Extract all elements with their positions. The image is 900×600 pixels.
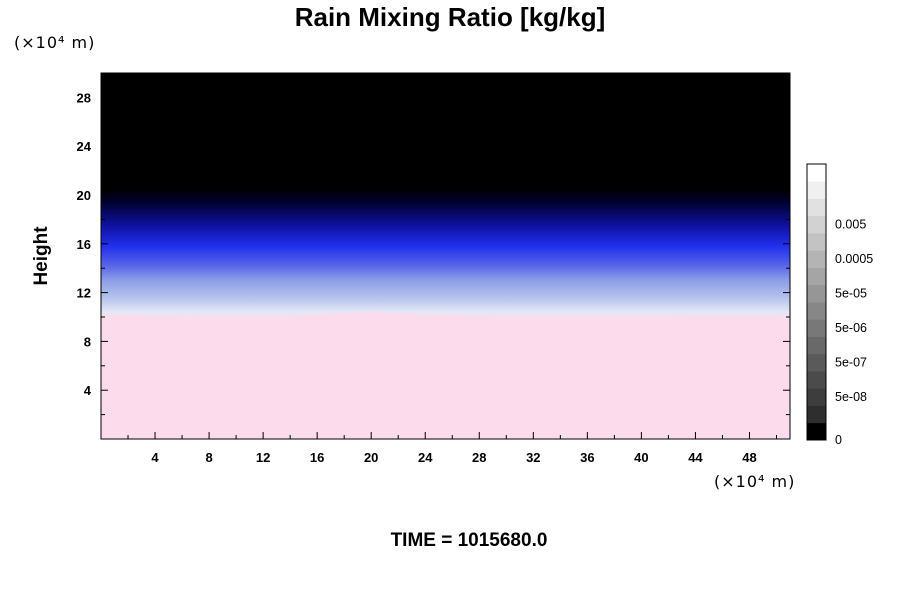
colorbar-level [807, 181, 826, 199]
colorbar-level [807, 353, 826, 372]
x-tick-label: 16 [310, 450, 324, 465]
y-axis-unit: (×10⁴ m) [14, 33, 96, 52]
colorbar-level [807, 302, 826, 320]
chart-title: Rain Mixing Ratio [kg/kg] [294, 2, 606, 32]
colorbar-label: 5e-08 [835, 390, 867, 404]
colorbar-label: 5e-07 [835, 355, 867, 369]
y-tick-label: 16 [77, 237, 91, 252]
x-tick-label: 8 [205, 450, 212, 465]
colorbar-level [807, 164, 826, 182]
colorbar-level [807, 422, 826, 441]
colorbar-frame [806, 163, 827, 441]
y-tick-label: 20 [77, 188, 91, 203]
y-tick-label: 4 [84, 383, 92, 398]
x-tick-label: 12 [256, 450, 270, 465]
colorbar-level [807, 336, 826, 355]
colorbar-level [807, 267, 826, 286]
colorbar-level [807, 250, 826, 268]
x-tick-label: 24 [418, 450, 433, 465]
x-tick-label: 48 [742, 450, 756, 465]
colorbar-label: 0.0005 [835, 252, 873, 266]
colorbar-level [807, 284, 826, 303]
colorbar-level [807, 233, 826, 251]
heatmap-field [101, 73, 790, 439]
x-tick-label: 4 [151, 450, 159, 465]
colorbar-level [807, 198, 826, 217]
colorbar-level [807, 371, 826, 389]
colorbar-level [807, 388, 826, 406]
y-tick-label: 12 [77, 286, 91, 301]
colorbar-level [807, 405, 826, 424]
x-tick-label: 44 [688, 450, 703, 465]
x-tick-label: 40 [634, 450, 648, 465]
colorbar-label: 5e-05 [835, 286, 867, 300]
colorbar-label: 0 [835, 433, 842, 447]
x-axis-unit: (×10⁴ m) [714, 472, 796, 491]
time-label: TIME = 1015680.0 [390, 530, 548, 551]
x-tick-label: 20 [364, 450, 378, 465]
y-tick-label: 8 [84, 334, 91, 349]
x-tick-label: 36 [580, 450, 594, 465]
y-tick-label: 28 [77, 90, 91, 105]
colorbar-label: 0.005 [835, 217, 866, 231]
colorbar-level [807, 319, 826, 337]
plot-frame [100, 72, 791, 440]
y-tick-label: 24 [77, 139, 92, 154]
colorbar-level [807, 215, 826, 234]
x-tick-label: 28 [472, 450, 486, 465]
x-tick-label: 32 [526, 450, 540, 465]
colorbar-label: 5e-06 [835, 321, 867, 335]
melting-layer [101, 312, 790, 439]
